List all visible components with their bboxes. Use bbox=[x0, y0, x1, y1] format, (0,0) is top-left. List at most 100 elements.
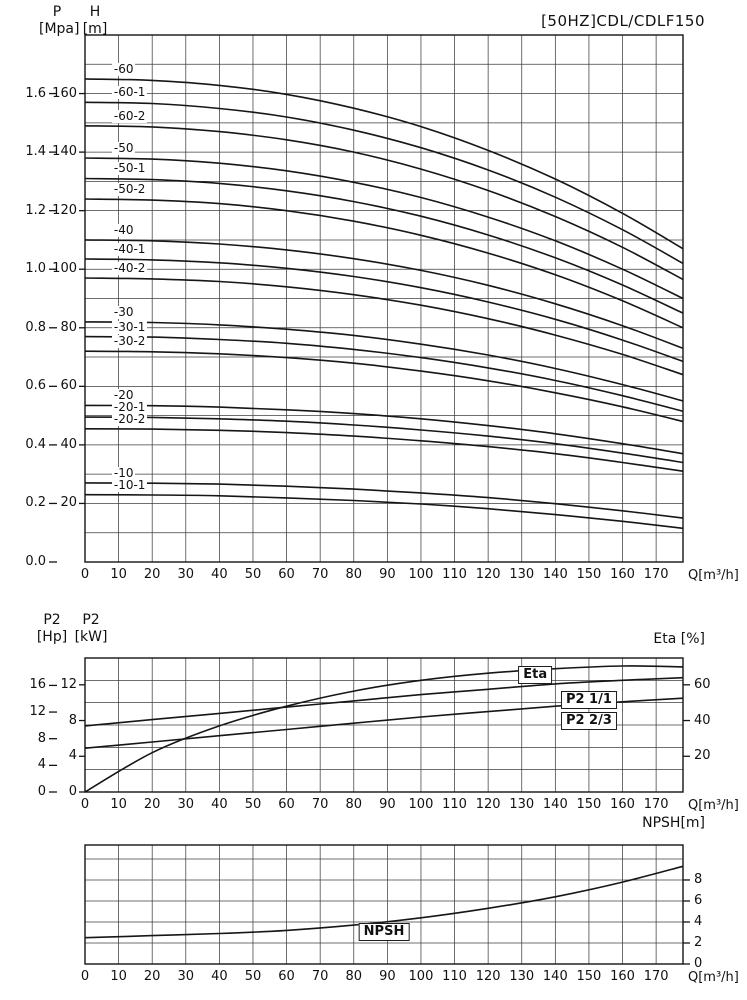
curve-label--10-1: -10-1 bbox=[111, 477, 148, 492]
x-tick-top: 170 bbox=[643, 567, 669, 582]
head-curve--50-1 bbox=[84, 177, 684, 314]
x-tick-middle: 150 bbox=[576, 797, 602, 812]
h-axis-tick-label: 160 bbox=[52, 85, 77, 101]
head-curve--50-2 bbox=[84, 198, 684, 329]
x-axis-unit-middle: Q[m³/h] bbox=[688, 798, 739, 813]
head-curve--30-1 bbox=[84, 335, 684, 412]
p-axis-tick-label: 0.4 bbox=[25, 436, 46, 452]
eta-axis-header: Eta [%] bbox=[653, 631, 705, 647]
x-tick-middle: 140 bbox=[542, 797, 568, 812]
x-tick-top: 30 bbox=[177, 567, 195, 582]
head-curve--40-1 bbox=[84, 258, 684, 363]
x-tick-bottom: 90 bbox=[379, 969, 396, 984]
x-tick-bottom: 40 bbox=[211, 969, 228, 984]
x-tick-top: 90 bbox=[379, 567, 396, 582]
p-axis-tick-label: 0.0 bbox=[25, 554, 46, 569]
x-tick-middle: 40 bbox=[211, 797, 228, 812]
x-tick-bottom: 150 bbox=[576, 969, 602, 984]
x-tick-bottom: 10 bbox=[110, 969, 127, 984]
curve-label--40-1: -40-1 bbox=[111, 241, 148, 256]
h-axis-unit: [m] bbox=[82, 21, 108, 37]
npsh-axis-tick-label: 8 bbox=[694, 871, 703, 887]
head-curve--10 bbox=[84, 482, 684, 519]
x-tick-top: 100 bbox=[408, 567, 434, 582]
hp-axis-tick-label: 0 bbox=[37, 784, 46, 799]
plot-frame bbox=[84, 844, 684, 965]
x-tick-middle: 10 bbox=[110, 797, 127, 812]
x-tick-middle: 30 bbox=[177, 797, 195, 812]
x-tick-top: 60 bbox=[278, 567, 295, 582]
x-tick-middle: 110 bbox=[442, 797, 467, 812]
p-axis-name: P bbox=[52, 4, 62, 20]
x-tick-top: 80 bbox=[345, 567, 363, 582]
x-tick-top: 0 bbox=[80, 567, 90, 582]
annotation-p2-2-3: P2 2/3 bbox=[560, 711, 617, 730]
curve-p2-1-1 bbox=[84, 676, 684, 727]
p-axis-unit: [Mpa] bbox=[39, 21, 80, 37]
x-tick-middle: 80 bbox=[345, 797, 363, 812]
x-tick-top: 110 bbox=[442, 567, 467, 582]
head-curve--10-1 bbox=[84, 493, 684, 530]
x-tick-bottom: 0 bbox=[80, 969, 90, 984]
x-tick-bottom: 80 bbox=[345, 969, 363, 984]
x-tick-top: 40 bbox=[211, 567, 228, 582]
x-tick-middle: 50 bbox=[244, 797, 262, 812]
kw-axis-tick-label: 8 bbox=[68, 712, 77, 728]
chart-title: [50HZ]CDL/CDLF150 bbox=[541, 12, 705, 30]
head-curve--30 bbox=[84, 321, 684, 402]
p2-kw-axis-header: P2 [kW] bbox=[70, 612, 112, 646]
p2-hp-axis-unit: [Hp] bbox=[36, 629, 68, 645]
curve-label--60: -60 bbox=[111, 61, 136, 76]
head-curve--20 bbox=[84, 404, 684, 455]
h-axis-tick-label: 40 bbox=[60, 436, 77, 452]
h-axis-tick-label: 100 bbox=[52, 261, 77, 277]
annotation-p2-1-1: P2 1/1 bbox=[560, 690, 617, 709]
curve-label--40-2: -40-2 bbox=[111, 261, 148, 275]
h-axis-tick-label: 20 bbox=[60, 495, 77, 511]
curve-label--30-1: -30-1 bbox=[111, 319, 148, 334]
x-tick-middle: 100 bbox=[408, 797, 434, 812]
plot-frame bbox=[84, 657, 684, 793]
npsh-axis-tick-label: 4 bbox=[694, 913, 703, 929]
head-curve--40 bbox=[84, 239, 684, 350]
x-tick-bottom: 20 bbox=[143, 969, 161, 984]
x-tick-top: 140 bbox=[542, 567, 568, 582]
x-tick-bottom: 70 bbox=[311, 969, 329, 984]
p-axis-tick-label: 1.0 bbox=[25, 261, 46, 277]
curve-label--50-1: -50-1 bbox=[111, 161, 148, 176]
x-tick-middle: 160 bbox=[610, 797, 635, 812]
h-axis-header: H [m] bbox=[77, 4, 113, 38]
x-tick-top: 50 bbox=[244, 567, 262, 582]
x-tick-bottom: 30 bbox=[177, 969, 195, 984]
annotation-eta: Eta bbox=[518, 665, 553, 684]
curve-label--20: -20 bbox=[111, 388, 136, 403]
curve-label--10: -10 bbox=[111, 465, 136, 480]
x-tick-top: 20 bbox=[143, 567, 161, 582]
head-curve--20-1 bbox=[84, 416, 684, 464]
x-tick-bottom: 110 bbox=[442, 969, 467, 984]
x-tick-bottom: 60 bbox=[278, 969, 295, 984]
head-curve--60 bbox=[84, 78, 684, 250]
x-axis-unit-bottom: Q[m³/h] bbox=[688, 970, 739, 985]
p2-hp-axis-name: P2 bbox=[43, 612, 61, 628]
curve-label--60-1: -60-1 bbox=[111, 85, 148, 100]
annotation-npsh: NPSH bbox=[358, 923, 410, 942]
hp-axis-tick-label: 12 bbox=[29, 704, 46, 720]
eta-axis-tick-label: 40 bbox=[694, 712, 711, 728]
head-curve--60-1 bbox=[84, 101, 684, 265]
x-tick-middle: 0 bbox=[80, 797, 90, 812]
p-axis-tick-label: 1.6 bbox=[25, 85, 46, 101]
x-tick-middle: 60 bbox=[278, 797, 295, 812]
p2-kw-axis-name: P2 bbox=[82, 612, 100, 628]
hp-axis-tick-label: 16 bbox=[29, 677, 46, 693]
p-axis-tick-label: 0.6 bbox=[25, 378, 46, 394]
p-axis-tick-label: 1.2 bbox=[25, 202, 46, 218]
p-axis-tick-label: 0.2 bbox=[25, 495, 46, 511]
p-axis-header: P [Mpa] bbox=[39, 4, 80, 38]
eta-axis-tick-label: 20 bbox=[694, 748, 711, 764]
head-curve--50 bbox=[84, 157, 684, 300]
curve-label--50: -50 bbox=[111, 140, 136, 155]
x-tick-top: 160 bbox=[610, 567, 635, 582]
hp-axis-tick-label: 8 bbox=[37, 730, 46, 746]
npsh-axis-tick-label: 6 bbox=[694, 892, 703, 908]
